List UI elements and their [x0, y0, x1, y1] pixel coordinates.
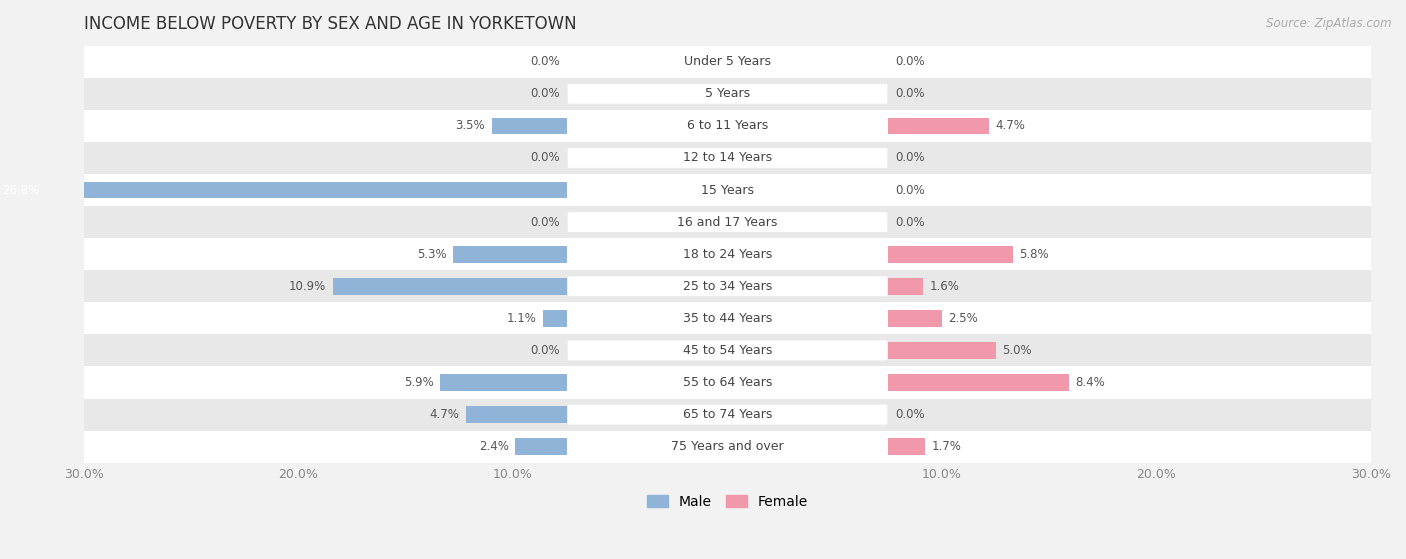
Text: 0.0%: 0.0%: [894, 55, 925, 68]
Bar: [889, 438, 925, 455]
Bar: [889, 278, 922, 295]
Text: 1.6%: 1.6%: [929, 280, 959, 293]
Bar: [84, 270, 1371, 302]
Text: Source: ZipAtlas.com: Source: ZipAtlas.com: [1267, 17, 1392, 30]
FancyBboxPatch shape: [568, 437, 887, 457]
FancyBboxPatch shape: [568, 276, 887, 296]
FancyBboxPatch shape: [568, 148, 887, 168]
Text: 0.0%: 0.0%: [530, 344, 560, 357]
Bar: [84, 46, 1371, 78]
Text: 5 Years: 5 Years: [704, 87, 749, 100]
Legend: Male, Female: Male, Female: [641, 489, 814, 514]
Text: 12 to 14 Years: 12 to 14 Years: [683, 151, 772, 164]
Text: 5.0%: 5.0%: [1002, 344, 1032, 357]
Bar: [84, 78, 1371, 110]
FancyBboxPatch shape: [568, 180, 887, 200]
FancyBboxPatch shape: [568, 52, 887, 72]
Text: 25 to 34 Years: 25 to 34 Years: [683, 280, 772, 293]
Text: 5.8%: 5.8%: [1019, 248, 1049, 260]
Bar: [453, 246, 567, 263]
Bar: [333, 278, 567, 295]
Bar: [84, 334, 1371, 367]
Bar: [84, 302, 1371, 334]
Text: 26.8%: 26.8%: [3, 183, 39, 197]
Bar: [84, 367, 1371, 399]
Text: INCOME BELOW POVERTY BY SEX AND AGE IN YORKETOWN: INCOME BELOW POVERTY BY SEX AND AGE IN Y…: [84, 15, 576, 33]
Bar: [84, 206, 1371, 238]
Text: 0.0%: 0.0%: [530, 55, 560, 68]
Text: 0.0%: 0.0%: [530, 216, 560, 229]
FancyBboxPatch shape: [568, 340, 887, 361]
Text: 2.4%: 2.4%: [479, 440, 509, 453]
Bar: [84, 238, 1371, 270]
Bar: [889, 117, 990, 134]
Bar: [84, 174, 1371, 206]
Text: 10.9%: 10.9%: [290, 280, 326, 293]
Text: 0.0%: 0.0%: [894, 183, 925, 197]
Bar: [889, 342, 995, 359]
Text: 45 to 54 Years: 45 to 54 Years: [683, 344, 772, 357]
Bar: [0, 182, 567, 198]
Text: 35 to 44 Years: 35 to 44 Years: [683, 312, 772, 325]
FancyBboxPatch shape: [568, 405, 887, 424]
Bar: [465, 406, 567, 423]
Text: 0.0%: 0.0%: [894, 87, 925, 100]
Text: 5.9%: 5.9%: [404, 376, 433, 389]
Text: 8.4%: 8.4%: [1076, 376, 1105, 389]
Text: 3.5%: 3.5%: [456, 120, 485, 132]
FancyBboxPatch shape: [568, 309, 887, 328]
Text: 0.0%: 0.0%: [894, 408, 925, 421]
Bar: [84, 110, 1371, 142]
FancyBboxPatch shape: [568, 116, 887, 136]
Text: Under 5 Years: Under 5 Years: [685, 55, 770, 68]
FancyBboxPatch shape: [568, 373, 887, 392]
FancyBboxPatch shape: [568, 244, 887, 264]
Text: 75 Years and over: 75 Years and over: [671, 440, 785, 453]
Bar: [84, 430, 1371, 463]
Text: 4.7%: 4.7%: [995, 120, 1025, 132]
Bar: [84, 399, 1371, 430]
Bar: [84, 142, 1371, 174]
Bar: [889, 246, 1012, 263]
Text: 55 to 64 Years: 55 to 64 Years: [683, 376, 772, 389]
Bar: [492, 117, 567, 134]
Text: 0.0%: 0.0%: [894, 216, 925, 229]
Text: 0.0%: 0.0%: [530, 151, 560, 164]
Bar: [889, 310, 942, 326]
Text: 0.0%: 0.0%: [530, 87, 560, 100]
Bar: [440, 374, 567, 391]
Text: 2.5%: 2.5%: [949, 312, 979, 325]
FancyBboxPatch shape: [568, 84, 887, 104]
Text: 6 to 11 Years: 6 to 11 Years: [688, 120, 768, 132]
Text: 0.0%: 0.0%: [894, 151, 925, 164]
Text: 1.1%: 1.1%: [506, 312, 537, 325]
Bar: [515, 438, 567, 455]
Text: 16 and 17 Years: 16 and 17 Years: [678, 216, 778, 229]
Text: 1.7%: 1.7%: [931, 440, 962, 453]
Text: 15 Years: 15 Years: [702, 183, 754, 197]
Text: 5.3%: 5.3%: [418, 248, 447, 260]
Text: 4.7%: 4.7%: [429, 408, 460, 421]
Bar: [543, 310, 567, 326]
Text: 65 to 74 Years: 65 to 74 Years: [683, 408, 772, 421]
FancyBboxPatch shape: [568, 212, 887, 232]
Bar: [889, 374, 1069, 391]
Text: 18 to 24 Years: 18 to 24 Years: [683, 248, 772, 260]
